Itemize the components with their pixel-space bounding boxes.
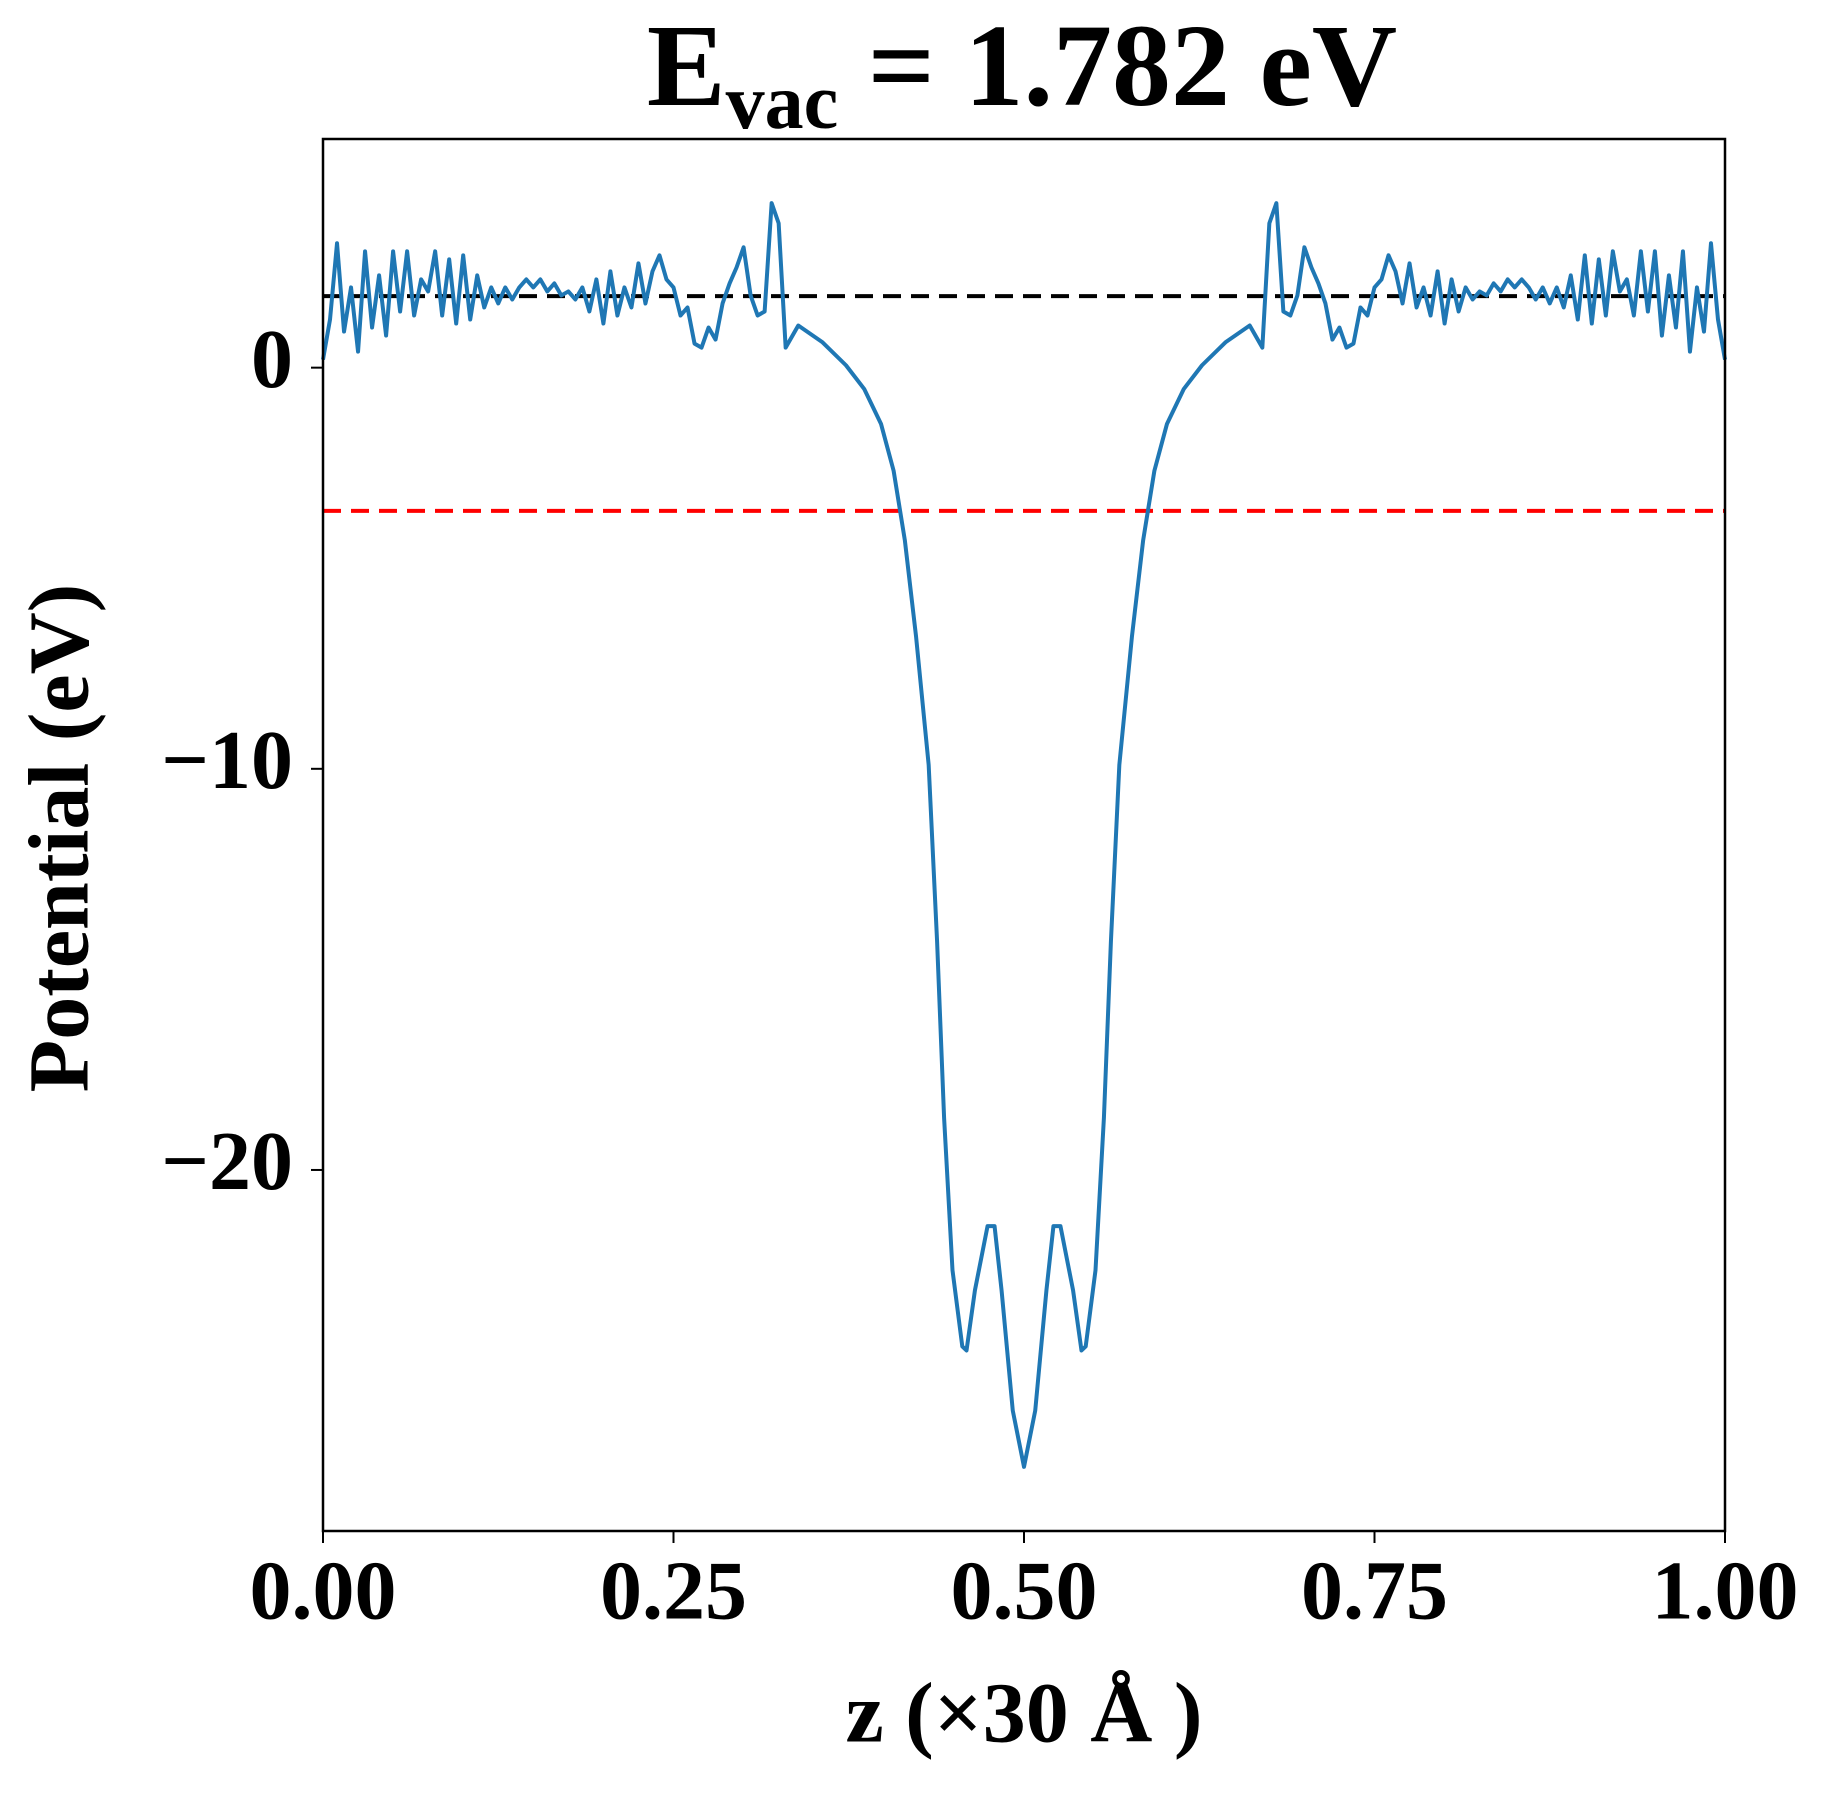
y-tick-label: 0	[251, 313, 293, 406]
chart-title: Evac = 1.782 eV	[647, 0, 1397, 145]
x-tick-label: 0.75	[1301, 1544, 1448, 1637]
x-tick-label: 0.00	[250, 1544, 397, 1637]
data-line	[321, 201, 1727, 1469]
x-tick-label: 0.25	[600, 1544, 747, 1637]
y-axis-label: Potential (eV)	[11, 584, 107, 1093]
x-tick-label: 1.00	[1652, 1544, 1799, 1637]
y-tick-label: −10	[161, 714, 293, 807]
title-subscript: vac	[726, 58, 839, 145]
title-main: E	[647, 0, 726, 131]
plot-frame	[321, 137, 1727, 1533]
title-suffix: = 1.782 eV	[838, 0, 1397, 131]
x-tick-label: 0.50	[951, 1544, 1098, 1637]
x-axis-label: z (×30 Å )	[845, 1665, 1202, 1761]
y-tick-label: −20	[161, 1115, 293, 1208]
